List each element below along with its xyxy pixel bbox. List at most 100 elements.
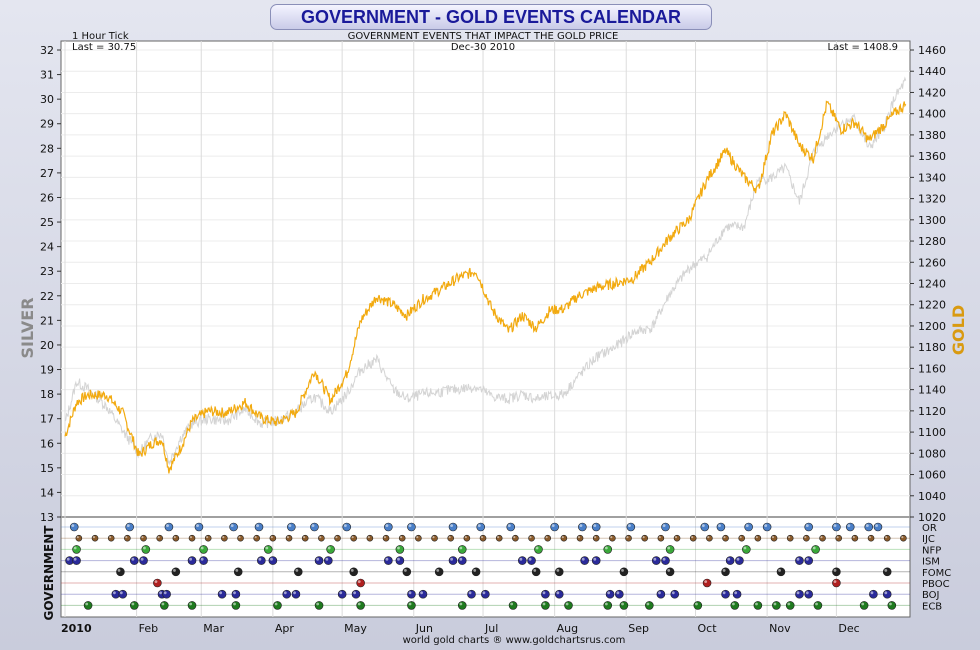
- series-lines: [64, 76, 907, 474]
- event-dot-highlight: [154, 580, 158, 583]
- event-dot: [72, 556, 81, 565]
- event-dot: [351, 589, 361, 599]
- event-dot-highlight: [771, 536, 775, 539]
- event-dot: [467, 589, 476, 599]
- source-label: world gold charts ® www.goldchartsrus.co…: [403, 635, 626, 646]
- event-dot-highlight: [416, 536, 419, 539]
- event-dot: [204, 534, 212, 542]
- event-dot: [721, 589, 730, 599]
- event-dot: [804, 589, 813, 599]
- left-tick-label: 20: [40, 339, 54, 352]
- event-dot-highlight: [764, 524, 768, 527]
- event-dot-highlight: [836, 536, 839, 539]
- event-row-label: ISM: [922, 557, 940, 568]
- event-dot: [188, 534, 196, 542]
- event-dot: [116, 567, 125, 577]
- event-dot: [776, 567, 786, 577]
- event-dot: [463, 534, 471, 542]
- event-dot: [199, 556, 208, 565]
- event-dot-highlight: [383, 536, 387, 539]
- event-dot-highlight: [189, 557, 193, 561]
- event-dot-highlight: [233, 591, 236, 595]
- event-dot-highlight: [868, 536, 872, 539]
- event-dot: [285, 534, 293, 542]
- event-dot-highlight: [459, 546, 463, 550]
- right-tick-label: 1320: [918, 193, 946, 206]
- event-dot-highlight: [473, 569, 477, 572]
- event-dot: [534, 545, 543, 554]
- event-dot-highlight: [847, 524, 851, 527]
- event-dot: [550, 522, 559, 532]
- event-dot-highlight: [556, 569, 560, 572]
- event-dot: [609, 534, 616, 542]
- event-dot-highlight: [173, 536, 176, 539]
- event-dot-highlight: [219, 591, 223, 595]
- event-dot-highlight: [420, 591, 423, 595]
- event-dot-highlight: [196, 524, 199, 527]
- event-dot-highlight: [513, 536, 516, 539]
- event-dot-highlight: [736, 557, 740, 561]
- event-dot-highlight: [233, 602, 236, 606]
- event-dot-highlight: [707, 536, 710, 539]
- left-tick-label: 16: [40, 437, 54, 450]
- event-dot: [318, 534, 325, 542]
- event-dot-highlight: [865, 524, 869, 527]
- plot-area: [60, 40, 911, 618]
- event-dot-highlight: [230, 524, 234, 527]
- event-dot: [560, 534, 568, 542]
- event-dot-highlight: [533, 569, 537, 572]
- event-dot-highlight: [265, 546, 269, 550]
- x-tick-label: Feb: [139, 622, 158, 635]
- right-tick-label: 1460: [918, 44, 946, 57]
- event-dot: [689, 534, 697, 542]
- x-tick-label: 2010: [61, 622, 92, 635]
- event-dot-highlight: [884, 569, 888, 572]
- event-dot: [447, 534, 455, 542]
- left-tick-label: 14: [40, 486, 54, 499]
- event-dot-highlight: [295, 569, 299, 572]
- event-dot: [656, 589, 666, 599]
- left-tick-label: 27: [40, 167, 54, 180]
- event-dot-highlight: [704, 580, 708, 583]
- event-dot-highlight: [477, 524, 481, 527]
- event-dot: [217, 589, 227, 599]
- event-dot-highlight: [542, 591, 546, 595]
- event-dot-highlight: [73, 557, 77, 561]
- event-dot: [580, 556, 589, 565]
- event-dot-highlight: [671, 591, 675, 595]
- event-dot-highlight: [436, 569, 440, 572]
- date-label: Dec-30 2010: [451, 42, 515, 53]
- event-dot: [83, 601, 93, 610]
- event-dot: [882, 589, 892, 599]
- event-dot-highlight: [66, 557, 70, 561]
- event-dot-highlight: [723, 536, 726, 539]
- event-dot-highlight: [507, 524, 511, 527]
- right-tick-label: 1160: [918, 362, 946, 375]
- event-dot: [528, 534, 535, 542]
- x-tick-label: Jun: [415, 622, 433, 635]
- event-dot: [665, 567, 675, 577]
- event-dot: [481, 589, 490, 599]
- event-dot-highlight: [722, 569, 726, 572]
- event-dot-highlight: [159, 591, 163, 595]
- event-dot: [366, 534, 374, 542]
- event-dot-highlight: [482, 591, 486, 595]
- event-dot: [541, 589, 550, 599]
- event-dot-highlight: [815, 602, 818, 606]
- right-tick-label: 1100: [918, 426, 946, 439]
- event-dot-highlight: [125, 536, 128, 539]
- event-dot-highlight: [778, 569, 781, 572]
- event-dot: [651, 556, 661, 565]
- event-dot-highlight: [667, 546, 671, 550]
- left-axis-ticks: 13 14 15 16 17 18 19 20 21 22 23 24 25 26 27 28 29 30 31 32: [40, 44, 61, 524]
- event-dot: [591, 522, 601, 532]
- event-dot-highlight: [805, 591, 809, 595]
- event-dot-highlight: [734, 591, 738, 595]
- event-dot: [291, 589, 301, 599]
- event-dot-highlight: [468, 591, 472, 595]
- event-dot-highlight: [408, 591, 412, 595]
- event-dot-highlight: [691, 536, 694, 539]
- event-dot-highlight: [311, 524, 315, 527]
